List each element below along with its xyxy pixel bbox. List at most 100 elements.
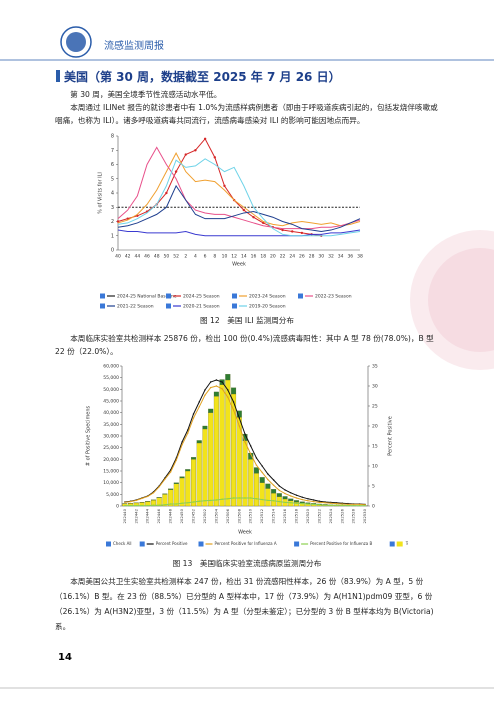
legend-checkbox <box>100 303 105 309</box>
bar <box>265 483 271 489</box>
y-tick-label: 3 <box>111 205 114 211</box>
point <box>187 432 189 434</box>
x-tick-label: 202442 <box>133 508 138 523</box>
y-tick-label: 20,000 <box>103 457 119 463</box>
y2-tick-label: 5 <box>372 484 375 490</box>
figure-caption: 图 12 美国 ILI 监测周分布 <box>200 316 294 325</box>
bar <box>253 473 259 507</box>
x-tick-label: 202522 <box>316 508 321 523</box>
series-line <box>117 137 322 237</box>
point <box>184 153 187 156</box>
point <box>135 499 138 502</box>
point <box>307 500 309 502</box>
y-tick-label: 15,000 <box>103 469 119 475</box>
bar <box>282 496 288 500</box>
point <box>129 500 132 503</box>
x-tick-label: 202508 <box>236 508 241 523</box>
section-title: 美国（第 30 周，数据截至 2025 年 7 月 26 日） <box>64 70 341 84</box>
x-tick-label: 28 <box>309 254 315 260</box>
x-tick-label: 36 <box>347 254 353 260</box>
point <box>324 502 326 504</box>
point <box>232 401 235 403</box>
figure-caption: 图 13 美国临床实验室流感病原监测周分布 <box>172 559 322 568</box>
bar <box>185 470 191 507</box>
point <box>204 500 206 502</box>
legend-label: 2022-23 Season <box>315 294 352 300</box>
x-tick-label: 202510 <box>248 508 253 523</box>
bar <box>162 493 168 495</box>
legend-checkbox <box>389 541 395 547</box>
point <box>209 499 212 502</box>
chart: 0 5,000 10,000 15,000 20,000 25,000 30,000 35,0… <box>86 364 408 547</box>
x-tick-label: 30 <box>318 254 324 260</box>
point <box>290 495 292 497</box>
paragraph: 第 30 周，美国全境季节性流感活动水平低。 <box>70 90 222 99</box>
point <box>238 497 240 499</box>
bar <box>271 489 277 494</box>
point <box>278 485 281 487</box>
x-tick-label: 18 <box>260 254 266 260</box>
bar <box>156 497 162 498</box>
point <box>174 170 178 173</box>
y-axis-label: % of Visits for ILI <box>98 172 104 214</box>
y-tick-label: 30,000 <box>103 434 119 440</box>
legend-checkbox <box>100 293 105 299</box>
point <box>364 504 366 507</box>
x-tick-label: 202444 <box>145 508 150 523</box>
point <box>124 504 126 507</box>
point <box>244 441 246 443</box>
point <box>312 503 315 506</box>
point <box>347 503 349 506</box>
bar <box>242 440 248 507</box>
point <box>227 396 229 398</box>
point <box>318 500 321 502</box>
point <box>307 503 309 505</box>
series-line <box>117 229 361 237</box>
bar <box>191 457 197 460</box>
point <box>238 425 240 427</box>
legend-label: 2023-24 Season <box>249 294 286 300</box>
point <box>290 492 292 494</box>
point <box>358 504 361 507</box>
y-tick-label: 45,000 <box>103 399 119 405</box>
x-tick-label: 202502 <box>202 508 207 523</box>
bar <box>196 440 202 444</box>
legend-label: 2024-25 National Baseline <box>117 294 177 300</box>
point <box>169 503 172 505</box>
point <box>341 504 343 506</box>
point <box>255 498 258 500</box>
point <box>244 433 246 435</box>
series-line <box>117 158 361 237</box>
x-tick-label: 38 <box>357 254 363 260</box>
y-tick-label: 50,000 <box>103 387 119 393</box>
point <box>238 417 240 419</box>
point <box>147 504 149 507</box>
bar <box>202 428 208 507</box>
y-tick-label: 1 <box>111 233 114 239</box>
point <box>261 498 263 501</box>
bar <box>259 482 265 507</box>
point <box>213 156 216 159</box>
point <box>181 441 183 443</box>
y-tick-label: 10,000 <box>103 480 119 486</box>
point <box>198 406 200 408</box>
bar <box>299 501 305 504</box>
point <box>192 413 195 415</box>
point <box>267 473 269 475</box>
point <box>261 471 263 474</box>
point <box>209 381 212 383</box>
point <box>169 471 172 473</box>
bar <box>208 408 214 413</box>
series-line <box>117 146 361 230</box>
y2-tick-label: 20 <box>372 424 378 430</box>
y2-tick-label: 30 <box>372 384 378 390</box>
point <box>330 502 332 504</box>
point <box>301 496 303 498</box>
point <box>215 499 218 501</box>
x-tick-label: 202530 <box>362 508 367 523</box>
bar <box>288 498 294 501</box>
x-tick-label: 6 <box>204 254 207 260</box>
point <box>335 504 338 506</box>
